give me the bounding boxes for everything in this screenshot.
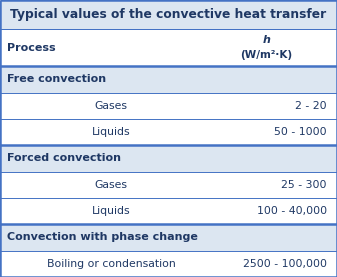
Text: 50 - 1000: 50 - 1000 — [274, 127, 327, 137]
Bar — [0, 119, 337, 145]
Text: Free convection: Free convection — [7, 75, 106, 84]
Bar — [0, 0, 337, 29]
Text: Convection with phase change: Convection with phase change — [7, 232, 197, 242]
Bar — [0, 66, 337, 93]
Bar — [0, 145, 337, 172]
Text: Liquids: Liquids — [92, 206, 130, 216]
Bar — [0, 29, 337, 66]
Text: Gases: Gases — [95, 180, 128, 190]
Bar — [0, 198, 337, 224]
Text: (W/m²·K): (W/m²·K) — [240, 50, 292, 60]
Text: 2500 - 100,000: 2500 - 100,000 — [243, 259, 327, 269]
Text: Typical values of the convective heat transfer: Typical values of the convective heat tr… — [10, 8, 327, 21]
Text: Gases: Gases — [95, 101, 128, 111]
Text: Forced convection: Forced convection — [7, 153, 121, 163]
Text: Process: Process — [7, 43, 55, 53]
Text: h: h — [262, 35, 270, 45]
Text: 2 - 20: 2 - 20 — [295, 101, 327, 111]
Text: 25 - 300: 25 - 300 — [281, 180, 327, 190]
Text: 100 - 40,000: 100 - 40,000 — [257, 206, 327, 216]
Bar — [0, 93, 337, 119]
Bar — [0, 251, 337, 277]
Bar — [0, 172, 337, 198]
Text: Liquids: Liquids — [92, 127, 130, 137]
Bar — [0, 224, 337, 251]
Text: Boiling or condensation: Boiling or condensation — [47, 259, 176, 269]
